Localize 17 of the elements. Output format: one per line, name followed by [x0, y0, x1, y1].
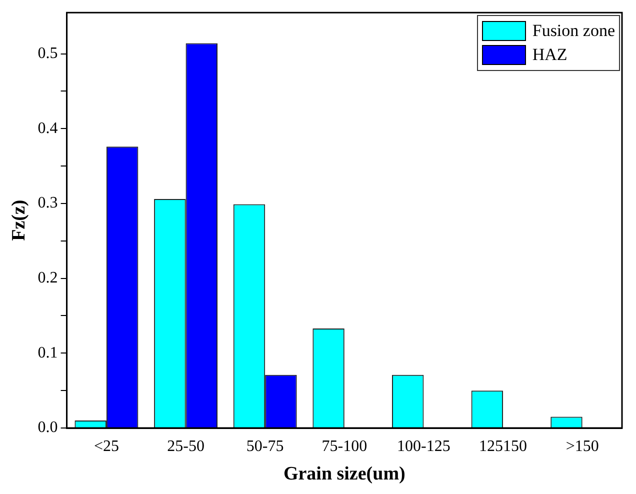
x-tick-label: 50-75	[246, 438, 284, 455]
y-tick-label: 0.1	[38, 344, 58, 362]
y-tick-label: 0.0	[38, 419, 58, 436]
y-tick-label: 0.2	[38, 270, 58, 287]
x-tick-label: 25-50	[167, 438, 204, 455]
x-tick-label: <25	[94, 438, 119, 455]
x-tick-label: 125150	[479, 438, 528, 455]
x-tick-label: >150	[566, 438, 599, 455]
y-tick-label: 0.3	[38, 194, 58, 212]
y-tick-label: 0.4	[38, 120, 58, 137]
legend-label: HAZ	[532, 44, 568, 66]
y-axis-title: Fz(z)	[8, 200, 30, 241]
x-tick-label: 75-100	[322, 438, 368, 455]
x-axis-title: Grain size(um)	[283, 464, 406, 485]
y-tick-label: 0.5	[38, 44, 58, 62]
legend-label: Fusion zone	[532, 20, 615, 42]
x-tick-label: 100-125	[397, 438, 450, 455]
